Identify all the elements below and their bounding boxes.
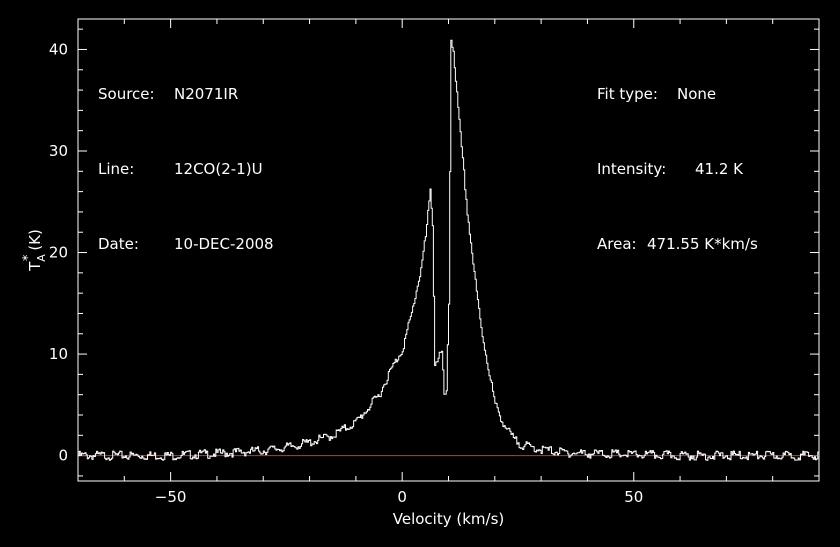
intensity-row: Intensity: 41.2 K bbox=[597, 157, 758, 182]
spectrum-line bbox=[78, 39, 820, 461]
y-axis-title: TA*(K) bbox=[21, 229, 48, 272]
y-tick-label: 20 bbox=[49, 244, 68, 262]
y-tick-label: 0 bbox=[58, 447, 68, 465]
source-label: Source: bbox=[98, 85, 155, 103]
fit-info: Fit type: None Intensity: 41.2 K Area: 471.… bbox=[597, 32, 758, 307]
x-tick-label: −50 bbox=[155, 488, 187, 506]
line-label: Line: bbox=[98, 160, 135, 178]
y-tick-label: 10 bbox=[49, 345, 68, 363]
source-row: Source: N2071IR bbox=[98, 82, 274, 107]
date-value: 10-DEC-2008 bbox=[174, 235, 274, 253]
line-value: 12CO(2-1)U bbox=[174, 160, 263, 178]
date-label: Date: bbox=[98, 235, 139, 253]
y-tick-label: 30 bbox=[49, 142, 68, 160]
x-tick-label: 0 bbox=[397, 488, 407, 506]
area-value: 471.55 K*km/s bbox=[647, 235, 758, 253]
y-tick-label: 40 bbox=[49, 40, 68, 58]
source-value: N2071IR bbox=[174, 85, 239, 103]
date-row: Date: 10-DEC-2008 bbox=[98, 232, 274, 257]
fit-value: None bbox=[677, 85, 717, 103]
x-axis-title: Velocity (km/s) bbox=[393, 510, 504, 528]
x-tick-label: 50 bbox=[624, 488, 643, 506]
intensity-value: 41.2 K bbox=[695, 160, 744, 178]
area-label: Area: bbox=[597, 235, 637, 253]
fit-row: Fit type: None bbox=[597, 82, 758, 107]
fit-label: Fit type: bbox=[597, 85, 658, 103]
intensity-label: Intensity: bbox=[597, 160, 667, 178]
observation-info: Source: N2071IR Line: 12CO(2-1)U Date: 10-D… bbox=[98, 32, 274, 307]
line-row: Line: 12CO(2-1)U bbox=[98, 157, 274, 182]
area-row: Area: 471.55 K*km/s bbox=[597, 232, 758, 257]
